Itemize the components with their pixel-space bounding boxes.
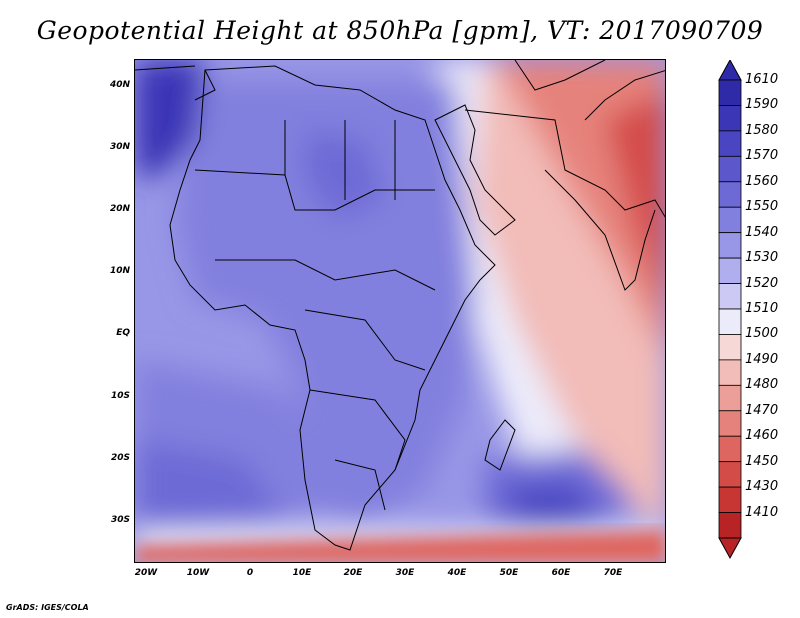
colorbar-level-label: 1510 xyxy=(745,301,779,316)
colorbar-level-label: 1550 xyxy=(745,199,779,215)
lon-label: 30E xyxy=(395,568,415,578)
field-map xyxy=(135,60,665,562)
colorbar-swatch xyxy=(718,105,742,132)
colorbar-swatch xyxy=(718,232,742,259)
colorbar-level-label: 1570 xyxy=(745,148,779,164)
colorbar-graphic xyxy=(718,58,742,560)
colorbar-level-label: 1410 xyxy=(745,504,779,520)
lat-label: 10N xyxy=(109,266,130,276)
lon-label: 40E xyxy=(447,568,467,578)
colorbar-swatch xyxy=(718,512,742,539)
colorbar-swatch xyxy=(718,384,742,412)
lon-label: 20E xyxy=(343,568,363,578)
colorbar-swatch xyxy=(718,257,742,284)
lon-label: 10W xyxy=(186,568,210,578)
colorbar-swatch xyxy=(718,410,742,437)
colorbar-level-label: 1540 xyxy=(745,224,779,240)
field-band-africa-interior xyxy=(175,80,475,530)
colorbar-swatch xyxy=(718,334,742,361)
colorbar-level-label: 1530 xyxy=(745,250,779,266)
lon-label: 0 xyxy=(246,568,254,578)
colorbar-level-label: 1610 xyxy=(745,72,779,87)
colorbar-swatch xyxy=(718,486,742,513)
colorbar-level-label: 1580 xyxy=(745,122,779,138)
colorbar-level-label: 1490 xyxy=(745,351,779,367)
colorbar-extend-bottom xyxy=(718,537,742,560)
colorbar-level-label: 1500 xyxy=(745,326,779,342)
colorbar-swatch xyxy=(718,130,742,157)
lon-label: 10E xyxy=(292,568,312,578)
colorbar xyxy=(718,58,798,564)
lon-label: 50E xyxy=(499,568,519,578)
lat-label: 20N xyxy=(109,204,130,214)
colorbar-level-label: 1450 xyxy=(745,453,779,469)
colorbar-swatch xyxy=(718,155,742,183)
colorbar-swatch xyxy=(718,435,742,463)
chart-title: Geopotential Height at 850hPa [gpm], VT:… xyxy=(36,16,764,45)
colorbar-level-label: 1460 xyxy=(745,428,779,444)
colorbar-swatch xyxy=(718,283,742,310)
lon-label: 70E xyxy=(603,568,623,578)
colorbar-swatch xyxy=(718,461,742,488)
colorbar-level-label: 1470 xyxy=(745,402,779,418)
colorbar-swatch xyxy=(718,359,742,386)
field-band-north-atlantic-high xyxy=(135,60,205,180)
coastlines xyxy=(135,60,665,551)
lat-label: 40N xyxy=(109,80,130,90)
colorbar-swatch xyxy=(718,206,742,234)
lat-label: 20S xyxy=(110,453,130,463)
lat-label: 30S xyxy=(110,515,130,525)
colorbar-level-label: 1590 xyxy=(745,97,779,113)
grads-credit: GrADS: IGES/COLA xyxy=(6,603,89,612)
colorbar-level-label: 1560 xyxy=(745,173,779,189)
lon-label: 20W xyxy=(134,568,158,578)
colorbar-level-label: 1520 xyxy=(745,275,779,291)
colorbar-swatch xyxy=(718,79,742,106)
colorbar-level-label: 1480 xyxy=(745,377,779,393)
lon-label: 60E xyxy=(551,568,571,578)
madagascar xyxy=(484,419,516,471)
colorbar-swatch xyxy=(718,181,742,208)
lat-label: 10S xyxy=(110,391,130,401)
field-band-southern-ocean-low xyxy=(135,530,665,562)
lat-label: EQ xyxy=(116,328,130,338)
colorbar-level-label: 1430 xyxy=(745,479,779,495)
map-panel xyxy=(134,59,666,563)
lat-label: 30N xyxy=(109,142,130,152)
colorbar-swatch xyxy=(718,308,742,335)
colorbar-extend-top xyxy=(718,58,742,81)
